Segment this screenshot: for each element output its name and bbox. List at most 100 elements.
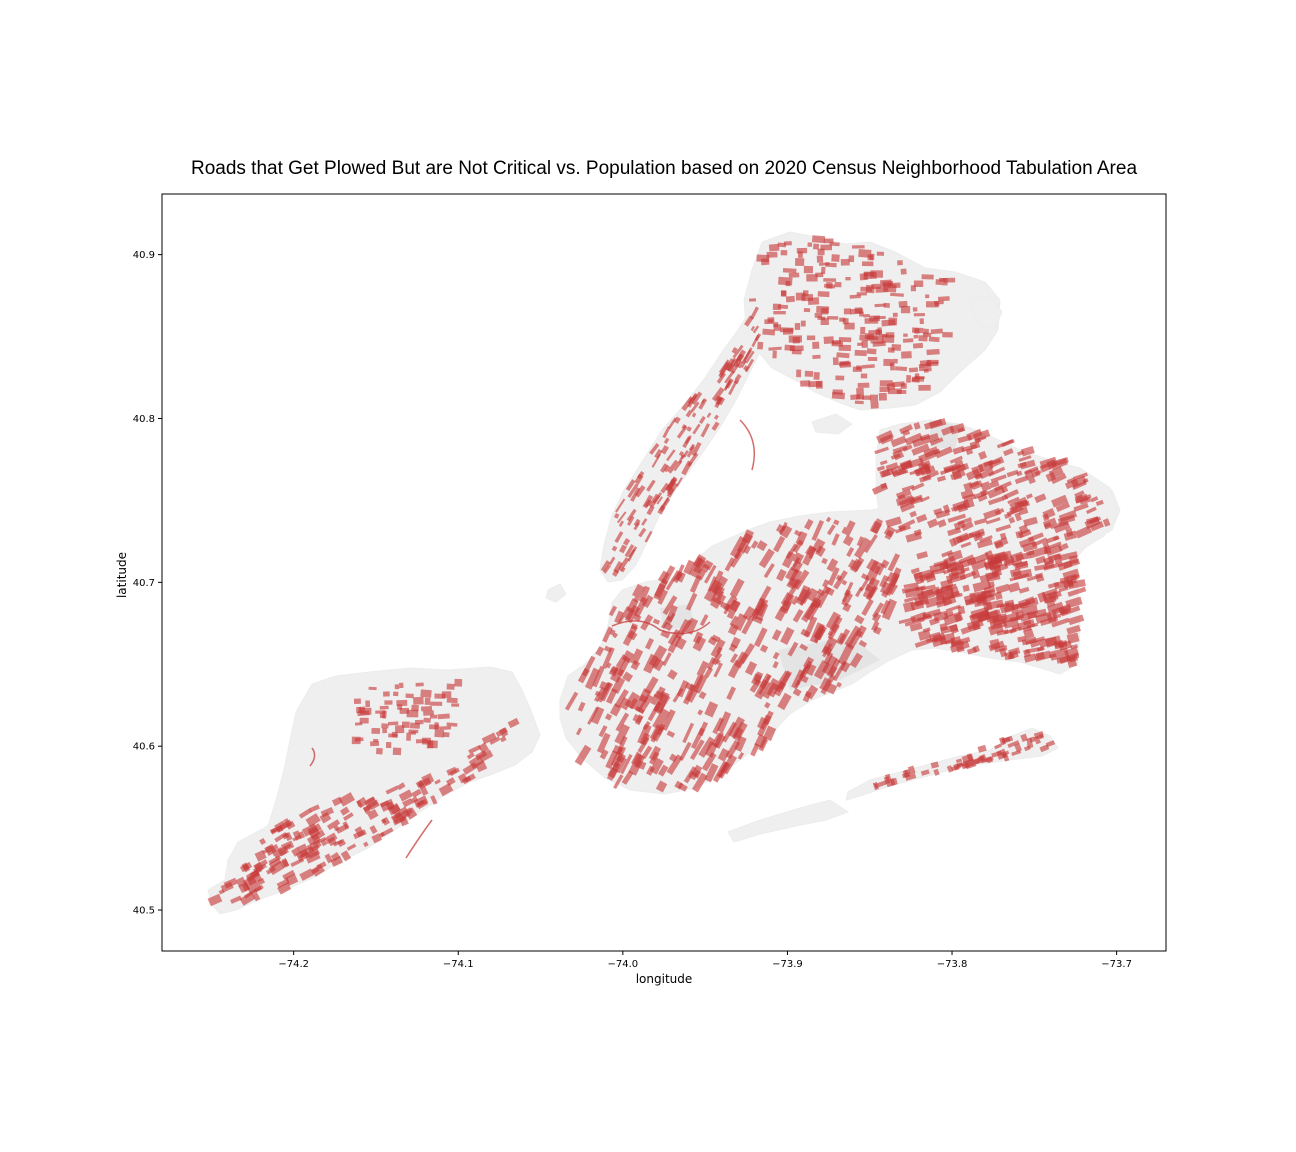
road-segment bbox=[960, 557, 977, 568]
road-cluster-bronx bbox=[749, 235, 956, 409]
road-segment bbox=[883, 358, 894, 367]
road-segment bbox=[900, 460, 912, 471]
road-segment bbox=[259, 837, 267, 846]
road-segment bbox=[914, 585, 926, 592]
road-segment bbox=[911, 482, 925, 492]
road-segment bbox=[1059, 551, 1078, 562]
road-segment bbox=[879, 386, 890, 393]
road-segment bbox=[1054, 639, 1068, 648]
road-cluster-queens-south bbox=[898, 544, 1087, 668]
road-segment bbox=[867, 254, 874, 261]
road-segment bbox=[622, 538, 631, 546]
road-segment bbox=[781, 551, 796, 569]
road-segment bbox=[692, 554, 707, 569]
road-segment bbox=[886, 383, 896, 390]
road-segment bbox=[613, 512, 620, 519]
road-segment bbox=[388, 721, 399, 726]
road-segment bbox=[876, 465, 885, 472]
road-segment bbox=[1025, 493, 1033, 500]
road-segment bbox=[907, 765, 916, 775]
road-segment bbox=[617, 557, 630, 572]
road-segment bbox=[423, 710, 435, 716]
road-segment bbox=[910, 567, 920, 574]
road-segment bbox=[641, 518, 648, 526]
road-segment bbox=[753, 671, 764, 683]
road-segment bbox=[620, 567, 626, 573]
road-segment bbox=[1029, 639, 1041, 648]
road-segment bbox=[1018, 536, 1036, 548]
road-segment bbox=[402, 807, 413, 817]
road-segment bbox=[613, 774, 624, 790]
road-segment bbox=[861, 364, 875, 369]
road-segment bbox=[1022, 541, 1038, 553]
road-segment bbox=[475, 760, 488, 773]
road-segment bbox=[903, 333, 908, 337]
road-segment bbox=[366, 809, 379, 821]
x-tick-label: −73.8 bbox=[937, 959, 968, 970]
x-axis-label: longitude bbox=[636, 972, 693, 986]
road-segment bbox=[577, 667, 590, 684]
road-segment bbox=[363, 841, 369, 848]
road-segment bbox=[978, 609, 1000, 622]
road-segment bbox=[398, 789, 413, 802]
road-segment bbox=[729, 578, 745, 599]
road-segment bbox=[983, 459, 994, 468]
road-segment bbox=[936, 475, 946, 482]
road-segment bbox=[624, 691, 641, 710]
road-segment bbox=[595, 646, 605, 657]
road-segment bbox=[885, 462, 899, 472]
road-segment bbox=[1014, 475, 1029, 485]
road-segment bbox=[831, 533, 840, 546]
road-cluster-staten-north bbox=[351, 678, 463, 756]
road-segment bbox=[734, 735, 747, 752]
road-segment bbox=[803, 265, 814, 274]
road-segment bbox=[788, 335, 803, 343]
road-segment bbox=[1021, 636, 1037, 646]
road-segment bbox=[394, 684, 400, 690]
road-segment bbox=[1048, 466, 1064, 479]
road-segment bbox=[1006, 469, 1019, 478]
road-segment bbox=[814, 585, 832, 609]
road-segment bbox=[1039, 744, 1050, 753]
y-tick-label: 40.8 bbox=[133, 414, 155, 425]
road-segment bbox=[667, 459, 680, 474]
road-segment bbox=[757, 341, 764, 350]
road-segment bbox=[812, 341, 820, 349]
road-segment bbox=[437, 713, 450, 720]
road-segment bbox=[673, 460, 683, 472]
x-tick-label: −74.0 bbox=[608, 959, 639, 970]
road-segment bbox=[644, 499, 652, 508]
road-segment bbox=[1026, 550, 1035, 556]
road-segment bbox=[899, 424, 914, 435]
road-segment bbox=[1007, 740, 1020, 749]
road-segment bbox=[650, 693, 660, 706]
road-segment bbox=[988, 640, 1005, 652]
road-segment bbox=[656, 496, 664, 505]
road-segment bbox=[704, 741, 718, 758]
road-segment bbox=[920, 462, 928, 469]
road-segment bbox=[855, 625, 867, 638]
road-segment bbox=[954, 459, 965, 469]
road-segment bbox=[1073, 502, 1089, 512]
road-segment bbox=[682, 436, 692, 449]
road-segment bbox=[750, 540, 759, 550]
road-segment bbox=[772, 661, 779, 669]
road-segment bbox=[831, 254, 840, 263]
road-segment bbox=[1039, 456, 1058, 469]
road-segment bbox=[622, 671, 634, 683]
road-segment bbox=[312, 837, 326, 846]
road-segment bbox=[773, 310, 786, 315]
road-segment bbox=[630, 648, 644, 666]
road-segment bbox=[285, 873, 299, 886]
road-segment bbox=[661, 709, 676, 731]
road-segment bbox=[1035, 572, 1045, 583]
road-segment bbox=[697, 709, 704, 716]
road-segment bbox=[980, 489, 987, 497]
road-segment bbox=[1065, 596, 1083, 609]
road-segment bbox=[663, 465, 671, 473]
road-segment bbox=[820, 673, 836, 695]
road-segment bbox=[861, 340, 868, 348]
road-segment bbox=[620, 753, 633, 775]
road-segment bbox=[941, 550, 954, 558]
road-segment bbox=[844, 322, 855, 330]
